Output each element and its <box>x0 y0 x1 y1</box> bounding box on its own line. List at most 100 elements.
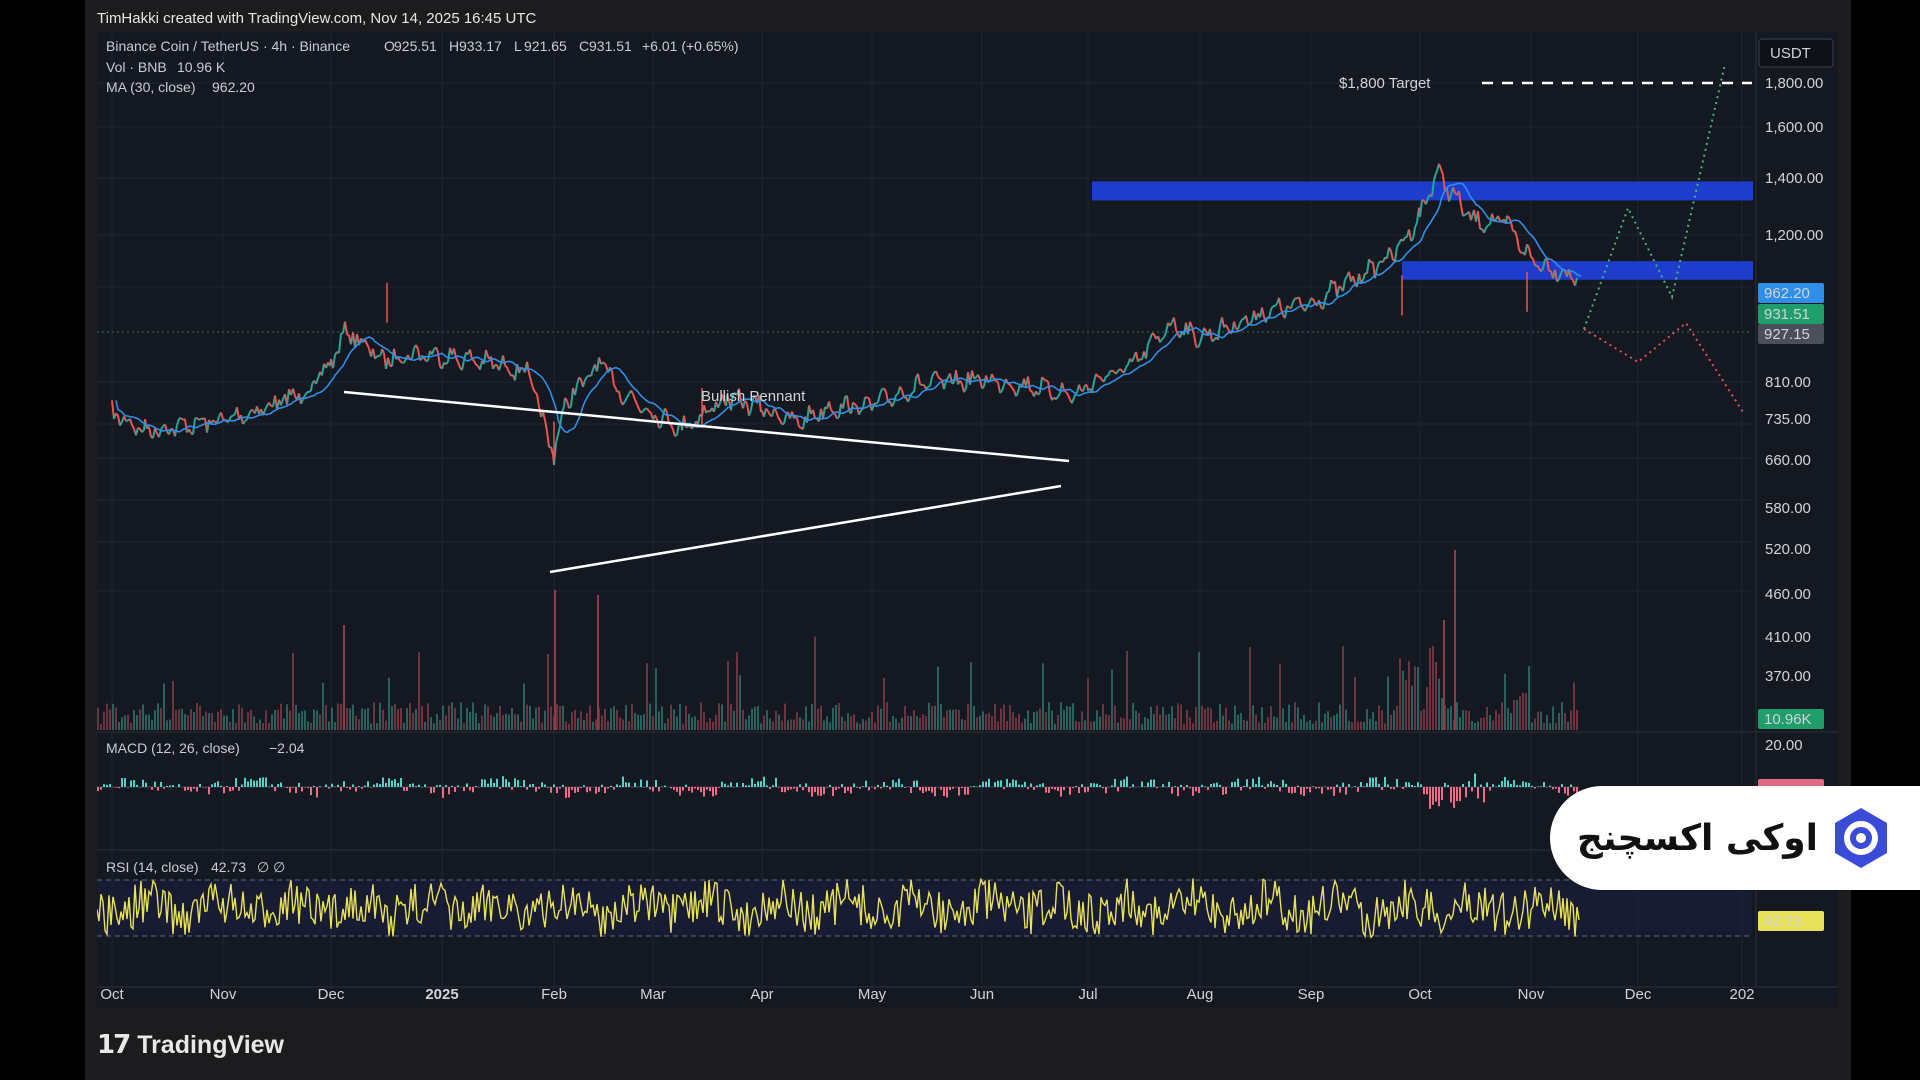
macd-bar <box>475 785 477 787</box>
macd-bar <box>988 778 990 787</box>
volume-bar <box>175 710 177 730</box>
volume-bar <box>247 712 249 730</box>
price-candle <box>783 414 787 424</box>
macd-bar <box>145 782 147 787</box>
volume-bar <box>520 721 522 730</box>
volume-bar <box>592 721 594 730</box>
volume-bar <box>1006 721 1008 730</box>
price-candle <box>1071 397 1075 404</box>
macd-bar <box>883 781 885 787</box>
volume-bar <box>769 718 771 730</box>
price-candle <box>154 427 158 434</box>
macd-bar <box>943 787 945 796</box>
volume-bar <box>856 722 858 730</box>
price-candle <box>546 430 550 448</box>
macd-bar <box>1483 787 1485 803</box>
currency-button[interactable]: USDT <box>1758 38 1834 68</box>
volume-bar <box>1036 711 1038 730</box>
macd-bar <box>559 787 561 789</box>
macd-bar <box>229 787 231 792</box>
volume-bar <box>1042 663 1044 730</box>
price-candle <box>767 410 771 416</box>
price-candle <box>1119 368 1123 372</box>
tradingview-logo[interactable]: 17 TradingView <box>97 1028 284 1062</box>
macd-bar <box>232 787 234 791</box>
macd-bar <box>184 787 186 791</box>
volume-bar <box>190 709 192 730</box>
volume-spike <box>343 625 345 730</box>
macd-bar <box>583 785 585 787</box>
macd-bar <box>736 782 738 787</box>
macd-bar <box>1063 787 1065 791</box>
price-candle <box>730 393 734 411</box>
ohlc-key: L <box>514 38 522 54</box>
macd-bar <box>715 787 717 796</box>
macd-bar <box>1348 784 1350 787</box>
price-candle <box>1376 261 1380 270</box>
macd-bar <box>967 787 969 795</box>
volume-bar <box>1387 676 1389 730</box>
macd-bar <box>682 787 684 791</box>
macd-bar <box>538 787 540 789</box>
price-candle <box>366 343 370 349</box>
volume-bar <box>1399 658 1401 730</box>
macd-bar <box>409 784 411 787</box>
level-price-tag-bg <box>1758 324 1824 344</box>
volume-bar <box>1048 702 1050 730</box>
price-candle <box>1388 247 1392 252</box>
price-candle <box>576 377 580 386</box>
macd-bar <box>1093 783 1095 787</box>
price-candle <box>963 387 967 393</box>
exchange-badge[interactable]: اوکی اکسچنج <box>1550 786 1920 890</box>
volume-bar <box>487 706 489 730</box>
chart-drawings: Bullish Pennant $1,800 Target <box>343 63 1752 574</box>
price-candle <box>381 348 385 354</box>
volume-bar <box>1471 720 1473 730</box>
volume-bar <box>1078 722 1080 730</box>
macd-bar <box>466 783 468 787</box>
volume-bar <box>205 711 207 730</box>
volume-bar <box>1342 646 1344 730</box>
price-axis-tick: 810.00 <box>1765 374 1811 391</box>
macd-bar <box>1003 787 1005 790</box>
price-candle <box>1556 278 1560 283</box>
volume-bar <box>847 713 849 730</box>
volume-bar <box>628 721 630 730</box>
price-candle <box>1147 339 1151 345</box>
volume-bar <box>1546 714 1548 730</box>
price-change: +6.01 (+0.65%) <box>642 38 739 54</box>
macd-bar <box>658 787 660 792</box>
macd-bar <box>481 779 483 787</box>
volume-bar <box>916 716 918 730</box>
volume-bar <box>154 710 156 730</box>
volume-bar <box>1237 714 1239 730</box>
price-candle <box>1546 258 1550 272</box>
macd-bar <box>850 787 852 794</box>
macd-bar <box>916 780 918 787</box>
volume-bar <box>1456 702 1458 730</box>
volume-bar <box>1003 704 1005 730</box>
price-candle <box>636 403 640 410</box>
time-axis-tick: Dec <box>1625 986 1652 1003</box>
macd-bar <box>1513 780 1515 787</box>
macd-bar <box>448 787 450 795</box>
price-candle <box>248 409 252 415</box>
price-chart[interactable]: Bullish Pennant $1,800 Target 1,800.00 1,6… <box>97 32 1838 1007</box>
volume-bar <box>1024 718 1026 730</box>
price-candle <box>1338 285 1342 289</box>
volume-bar <box>1447 708 1449 730</box>
volume-bar <box>1357 721 1359 730</box>
price-candle <box>415 344 419 350</box>
volume-bar <box>1162 706 1164 730</box>
price-candle <box>111 400 115 419</box>
macd-bar <box>202 787 204 788</box>
volume-bar <box>736 652 738 730</box>
volume-bar <box>820 705 822 730</box>
macd-bar <box>1045 787 1047 793</box>
time-axis-tick: Nov <box>210 986 237 1003</box>
price-candle <box>875 401 879 405</box>
macd-bar <box>1186 785 1188 787</box>
macd-bar <box>211 784 213 787</box>
price-candle <box>510 374 514 377</box>
volume-bar <box>1303 714 1305 730</box>
